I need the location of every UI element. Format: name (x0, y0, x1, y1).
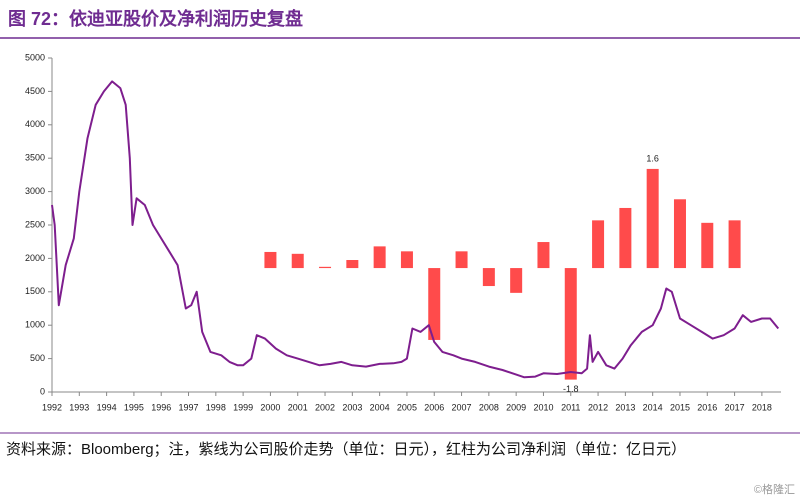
x-tick-label: 2016 (697, 402, 717, 412)
bar (400, 251, 413, 269)
x-tick-label: 2011 (561, 402, 580, 412)
bar (673, 199, 686, 269)
x-tick-label: 2009 (506, 402, 526, 412)
bar (319, 266, 332, 269)
bar (619, 207, 632, 269)
x-tick-label: 2005 (397, 402, 417, 412)
x-tick-label: 1997 (179, 402, 199, 412)
x-tick-label: 1998 (206, 402, 226, 412)
bar (428, 268, 441, 340)
bar (592, 220, 605, 269)
bar (264, 251, 277, 269)
data-label: -1.8 (563, 384, 579, 394)
y-tick-label: 3500 (25, 153, 45, 163)
y-tick-label: 3000 (25, 186, 45, 196)
x-tick-label: 2014 (643, 402, 663, 412)
bar (373, 246, 386, 269)
x-tick-label: 2018 (752, 402, 772, 412)
y-tick-label: 2000 (25, 253, 45, 263)
data-label: 1.6 (646, 153, 659, 163)
source-note: 资料来源：Bloomberg；注，紫线为公司股价走势（单位：日元），红柱为公司净… (6, 441, 687, 458)
x-tick-label: 2010 (533, 402, 553, 412)
x-tick-label: 2013 (615, 402, 635, 412)
watermark: ©格隆汇 (754, 482, 795, 496)
y-tick-label: 4000 (25, 119, 45, 129)
x-tick-label: 1993 (69, 402, 89, 412)
bar (510, 268, 523, 293)
y-tick-label: 4500 (25, 86, 45, 96)
bar (537, 242, 550, 269)
x-tick-label: 2006 (424, 402, 444, 412)
y-tick-label: 0 (40, 386, 45, 396)
x-tick-label: 2017 (725, 402, 745, 412)
x-tick-label: 2015 (670, 402, 690, 412)
bar (564, 268, 577, 380)
x-tick-label: 2003 (342, 402, 362, 412)
bar (646, 168, 659, 269)
x-tick-label: 2007 (452, 402, 472, 412)
bar (482, 268, 495, 287)
source-box: 资料来源：Bloomberg；注，紫线为公司股价走势（单位：日元），红柱为公司净… (6, 441, 687, 458)
bar (291, 253, 304, 269)
x-tick-label: 2000 (260, 402, 280, 412)
x-tick-label: 1992 (42, 402, 62, 412)
bar (455, 251, 468, 269)
x-tick-label: 2008 (479, 402, 499, 412)
x-tick-label: 1995 (124, 402, 144, 412)
price-line (51, 80, 780, 379)
y-tick-label: 1000 (25, 320, 45, 330)
bar (701, 222, 714, 269)
bar (728, 220, 741, 269)
x-tick-label: 1994 (97, 402, 117, 412)
chart-title: 图 72：依迪亚股价及净利润历史复盘 (8, 8, 303, 29)
x-tick-label: 2001 (288, 402, 308, 412)
x-tick-label: 2004 (370, 402, 390, 412)
y-tick-label: 500 (30, 353, 45, 363)
y-tick-label: 1500 (25, 286, 45, 296)
x-tick-label: 2012 (588, 402, 608, 412)
y-tick-label: 5000 (25, 52, 45, 62)
bar (346, 260, 359, 269)
x-tick-label: 2002 (315, 402, 335, 412)
x-tick-label: 1999 (233, 402, 253, 412)
y-tick-label: 2500 (25, 219, 45, 229)
x-tick-label: 1996 (151, 402, 171, 412)
